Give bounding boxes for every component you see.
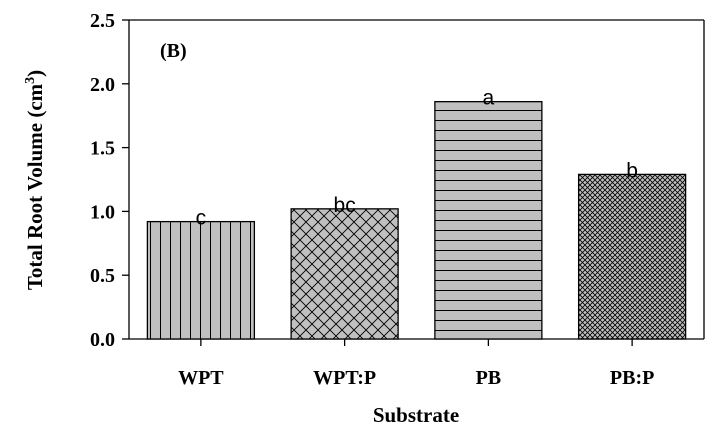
y-tick-label: 1.0: [90, 201, 115, 223]
x-tick-label: WPT: [178, 367, 224, 389]
significance-labels: c bc a b: [196, 87, 638, 230]
y-axis-title: Total Root Volume (cm3): [23, 70, 47, 290]
y-ticks: 0.0 0.5 1.0 1.5 2.0 2.5: [90, 10, 129, 351]
bars: [146, 101, 687, 340]
y-tick-label: 1.5: [90, 138, 115, 160]
y-tick-label: 2.5: [90, 10, 115, 32]
significance-letter: a: [483, 87, 495, 110]
y-tick-label: 0.5: [90, 265, 115, 287]
y-axis-title-superscript: 3: [23, 77, 38, 84]
x-axis-title: Substrate: [373, 403, 459, 427]
panel-label: (B): [160, 40, 187, 62]
significance-letter: c: [196, 207, 207, 230]
x-tick-labels: WPT WPT:P PB PB:P: [178, 339, 654, 389]
significance-letter: b: [626, 159, 638, 182]
x-tick-label: WPT:P: [313, 367, 376, 389]
y-axis-title-suffix: ): [23, 70, 47, 77]
bar-pb: [434, 101, 543, 340]
bar-pb-p: [577, 173, 687, 340]
y-tick-label: 0.0: [90, 329, 115, 351]
bar-wpt: [146, 220, 256, 340]
x-tick-label: PB: [476, 367, 502, 389]
y-tick-label: 2.0: [90, 74, 115, 96]
x-tick-label: PB:P: [610, 367, 654, 389]
significance-letter: bc: [334, 194, 356, 217]
bar-wpt-p: [290, 208, 399, 340]
